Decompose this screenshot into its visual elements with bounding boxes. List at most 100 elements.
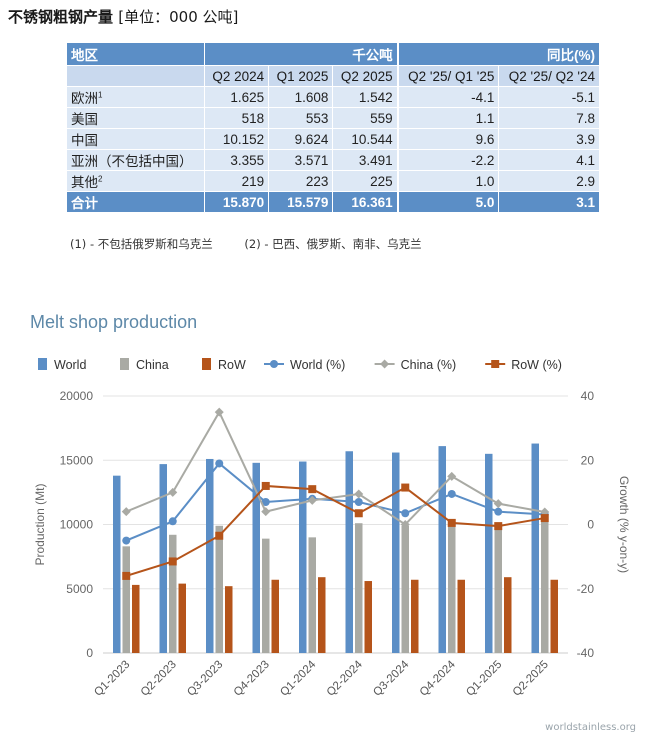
bar-world xyxy=(113,475,121,653)
bar-row xyxy=(225,586,233,653)
value-cell: 3.491 xyxy=(332,149,399,171)
bar-china xyxy=(262,538,270,653)
region-cell: 其他2 xyxy=(66,170,205,192)
value-cell: 223 xyxy=(268,170,334,192)
x-tick-label: Q4-2023 xyxy=(232,659,272,699)
marker-row-pct xyxy=(540,514,549,523)
value-cell: 219 xyxy=(203,170,270,192)
y2-tick-label: 20 xyxy=(581,453,595,467)
total-cell: 3.1 xyxy=(498,191,600,213)
bar-world xyxy=(345,451,353,653)
marker-world-pct xyxy=(261,498,270,507)
bar-row xyxy=(550,579,558,653)
bar-china xyxy=(215,525,223,653)
bar-row xyxy=(504,577,512,653)
value-cell: 9.624 xyxy=(268,128,334,150)
value-cell: 1.608 xyxy=(268,86,334,108)
marker-row-pct xyxy=(401,483,410,492)
bar-row xyxy=(457,579,465,653)
column-header: Q2 2024 xyxy=(203,65,270,87)
region-name: 美国 xyxy=(71,112,98,127)
region-cell: 美国 xyxy=(66,107,205,129)
legend-marker xyxy=(491,360,500,368)
legend-swatch xyxy=(120,358,129,370)
marker-row-pct xyxy=(447,518,456,527)
x-tick-label: Q2-2023 xyxy=(139,659,179,699)
marker-row-pct xyxy=(261,481,270,490)
legend-swatch xyxy=(38,358,47,370)
column-header: Q2 '25/ Q2 '24 xyxy=(498,65,600,87)
table-row: 其他2 219 223 225 1.0 2.9 xyxy=(66,170,600,192)
bar-world xyxy=(531,443,539,653)
x-tick-label: Q3-2023 xyxy=(185,659,225,699)
column-header: Q1 2025 xyxy=(268,65,334,87)
x-tick-label: Q1-2025 xyxy=(464,659,504,699)
marker-row-pct xyxy=(168,557,177,566)
total-row: 合计 15.870 15.579 16.361 5.0 3.1 xyxy=(66,191,600,213)
value-cell: 559 xyxy=(332,107,399,129)
x-tick-label: Q1-2023 xyxy=(92,659,132,699)
legend-label: World (%) xyxy=(290,358,345,372)
column-header: Q2 '25/ Q1 '25 xyxy=(397,65,500,87)
value-cell: 7.8 xyxy=(498,107,600,129)
value-cell: 1.625 xyxy=(203,86,270,108)
bar-china xyxy=(355,523,363,653)
total-label: 合计 xyxy=(66,191,205,213)
bar-row xyxy=(178,583,186,653)
bar-world xyxy=(392,452,400,653)
bar-china xyxy=(541,518,549,653)
y2-tick-label: -40 xyxy=(577,646,595,660)
total-cell: 16.361 xyxy=(332,191,399,213)
region-name: 亚洲（不包括中国） xyxy=(71,154,193,169)
legend-marker xyxy=(270,360,278,368)
y-tick-label: 10000 xyxy=(60,518,94,532)
value-cell: 518 xyxy=(203,107,270,129)
x-tick-label: Q2-2025 xyxy=(511,659,551,699)
x-tick-label: Q1-2024 xyxy=(278,658,319,699)
marker-world-pct xyxy=(354,498,363,507)
bar-china xyxy=(401,525,409,653)
bar-row xyxy=(364,581,372,653)
melt-shop-chart: 0 5000 10000 15000 20000 -40 -20 0 20 40 Productio… xyxy=(33,358,631,699)
region-cell: 亚洲（不包括中国） xyxy=(66,149,205,171)
column-header: Q2 2025 xyxy=(332,65,399,87)
y-tick-label: 0 xyxy=(86,646,93,660)
y-axis-title: Production (Mt) xyxy=(33,483,47,565)
value-cell: -2.2 xyxy=(397,149,500,171)
total-cell: 5.0 xyxy=(397,191,500,213)
marker-row-pct xyxy=(494,522,503,531)
legend-label: China (%) xyxy=(401,358,457,372)
line-china-pct xyxy=(125,409,545,526)
chart-title: Melt shop production xyxy=(30,312,198,332)
marker-row-pct xyxy=(354,509,363,518)
value-cell: 3.9 xyxy=(498,128,600,150)
value-cell: 3.571 xyxy=(268,149,334,171)
marker-china-pct xyxy=(168,487,178,497)
footnotes: (1) - 不包括俄罗斯和乌克兰 (2) - 巴西、俄罗斯、南非、乌克兰 xyxy=(70,236,450,252)
marker-row-pct xyxy=(308,485,317,494)
bar-world xyxy=(252,462,260,653)
value-cell: 225 xyxy=(332,170,399,192)
bar-china xyxy=(308,537,316,653)
value-cell: -4.1 xyxy=(397,86,500,108)
source-label: worldstainless.org xyxy=(545,722,636,733)
region-name: 欧洲 xyxy=(71,91,98,106)
bar-world xyxy=(485,453,493,653)
value-cell: 10.544 xyxy=(332,128,399,150)
x-tick-label: Q3-2024 xyxy=(371,658,412,699)
bar-row xyxy=(271,579,279,653)
legend-label: World xyxy=(54,358,86,372)
total-cell: 15.579 xyxy=(268,191,334,213)
bar-row xyxy=(132,584,140,653)
bar-world xyxy=(299,461,307,653)
y2-tick-label: 0 xyxy=(587,518,594,532)
value-cell: 4.1 xyxy=(498,149,600,171)
marker-row-pct xyxy=(215,531,224,540)
marker-china-pct xyxy=(121,507,131,517)
bar-row xyxy=(411,579,419,653)
y-tick-label: 15000 xyxy=(60,453,94,467)
value-cell: 1.1 xyxy=(397,107,500,129)
region-cell: 中国 xyxy=(66,128,205,150)
marker-china-pct xyxy=(307,495,317,505)
legend-label: RoW (%) xyxy=(511,358,562,372)
